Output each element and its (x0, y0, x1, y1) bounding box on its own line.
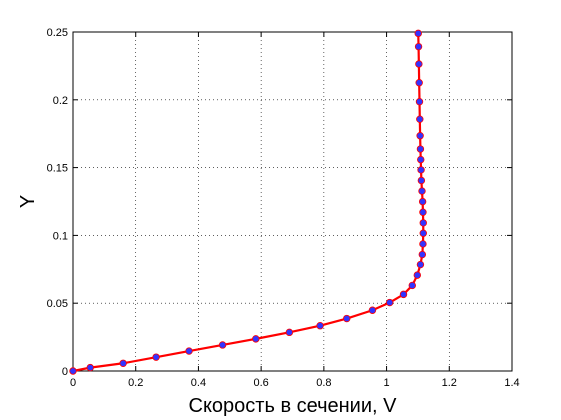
data-point (417, 176, 426, 185)
data-point (399, 290, 408, 299)
data-point (316, 322, 324, 330)
y-axis-label: Y (17, 195, 39, 208)
data-point (415, 60, 423, 68)
x-tick-label: 0.6 (253, 377, 268, 389)
data-point (418, 250, 427, 259)
data-point (252, 335, 260, 343)
x-tick-label: 0.4 (191, 377, 206, 389)
y-tick-label: 0.25 (47, 27, 68, 39)
data-series (69, 29, 427, 375)
data-point (408, 281, 416, 290)
data-point (119, 359, 127, 367)
data-point (416, 132, 424, 140)
x-axis-label: Скорость в сечении, V (189, 395, 398, 417)
data-point (185, 347, 193, 355)
data-point (416, 260, 425, 269)
x-tick-label: 0 (70, 377, 76, 389)
data-point (416, 145, 425, 153)
axis-ticks: 0 0.2 0.4 0.6 0.8 1 1.2 1.4 0 0.05 0.1 0.15 0.2 0.25 (47, 27, 520, 389)
series-line (72, 33, 425, 373)
y-tick-label: 0 (62, 366, 68, 378)
x-tick-label: 0.8 (316, 377, 331, 389)
data-point (416, 115, 424, 123)
y-tick-label: 0.15 (47, 163, 68, 175)
data-point (419, 219, 427, 227)
data-point (285, 328, 294, 337)
data-point (386, 298, 394, 307)
data-point (218, 341, 227, 349)
data-point (415, 97, 424, 106)
data-point (419, 208, 427, 216)
data-point (418, 187, 426, 195)
data-point (414, 29, 422, 38)
y-tick-label: 0.05 (47, 298, 68, 310)
data-point (152, 353, 160, 361)
data-point (413, 271, 422, 279)
data-point (368, 306, 377, 314)
data-point (69, 367, 77, 375)
x-tick-label: 1.4 (504, 377, 519, 389)
data-point (86, 363, 94, 372)
y-tick-label: 0.1 (53, 230, 68, 242)
y-tick-label: 0.2 (53, 95, 68, 107)
data-point (419, 229, 427, 237)
x-tick-label: 1.2 (442, 377, 457, 389)
x-tick-label: 1 (384, 377, 390, 389)
data-point (414, 42, 423, 51)
data-point (343, 314, 351, 323)
x-tick-label: 0.2 (128, 377, 143, 389)
data-point (417, 166, 425, 174)
data-point (418, 197, 427, 206)
grid (73, 32, 512, 371)
data-point (415, 79, 423, 87)
data-point (417, 155, 425, 164)
data-point (419, 240, 427, 248)
plot-area-frame (72, 31, 513, 372)
